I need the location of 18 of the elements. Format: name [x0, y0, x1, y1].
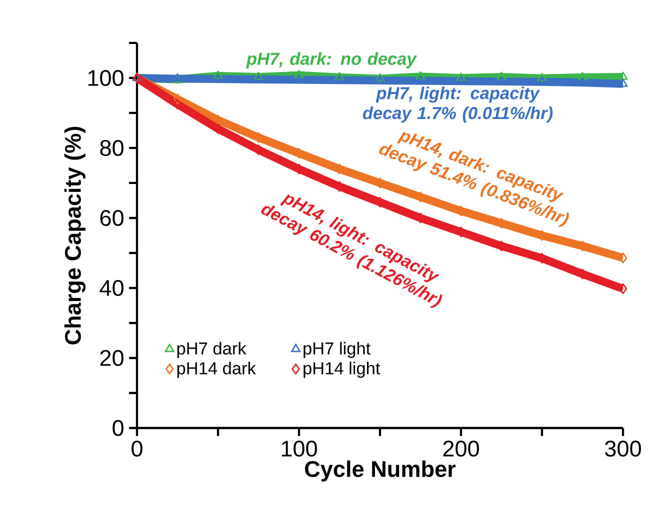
legend-label: pH14 light: [304, 362, 380, 378]
x-tick-label: 100: [282, 440, 317, 457]
annotation: pH7, dark: no decay: [246, 52, 418, 68]
y-tick-label: 0: [112, 420, 124, 436]
annotation: pH7, light: capacity decay 1.7% (0.011%/hr): [362, 86, 553, 123]
x-tick-label: 0: [132, 440, 142, 457]
y-tick-label: 100: [88, 70, 124, 86]
y-tick-label: 60: [100, 210, 124, 226]
legend-label: pH14 dark: [177, 362, 256, 378]
y-tick-label: 20: [100, 350, 124, 366]
y-tick-label: 80: [100, 140, 124, 156]
x-axis-title: Cycle Number: [304, 460, 456, 482]
x-tick-label: 300: [605, 440, 641, 457]
x-tick-label: 200: [443, 440, 479, 457]
y-tick-label: 40: [100, 280, 124, 296]
legend-label: pH7 light: [304, 342, 370, 358]
y-axis-title: Charge Capacity (%): [64, 126, 86, 344]
legend-label: pH7 dark: [177, 342, 246, 358]
